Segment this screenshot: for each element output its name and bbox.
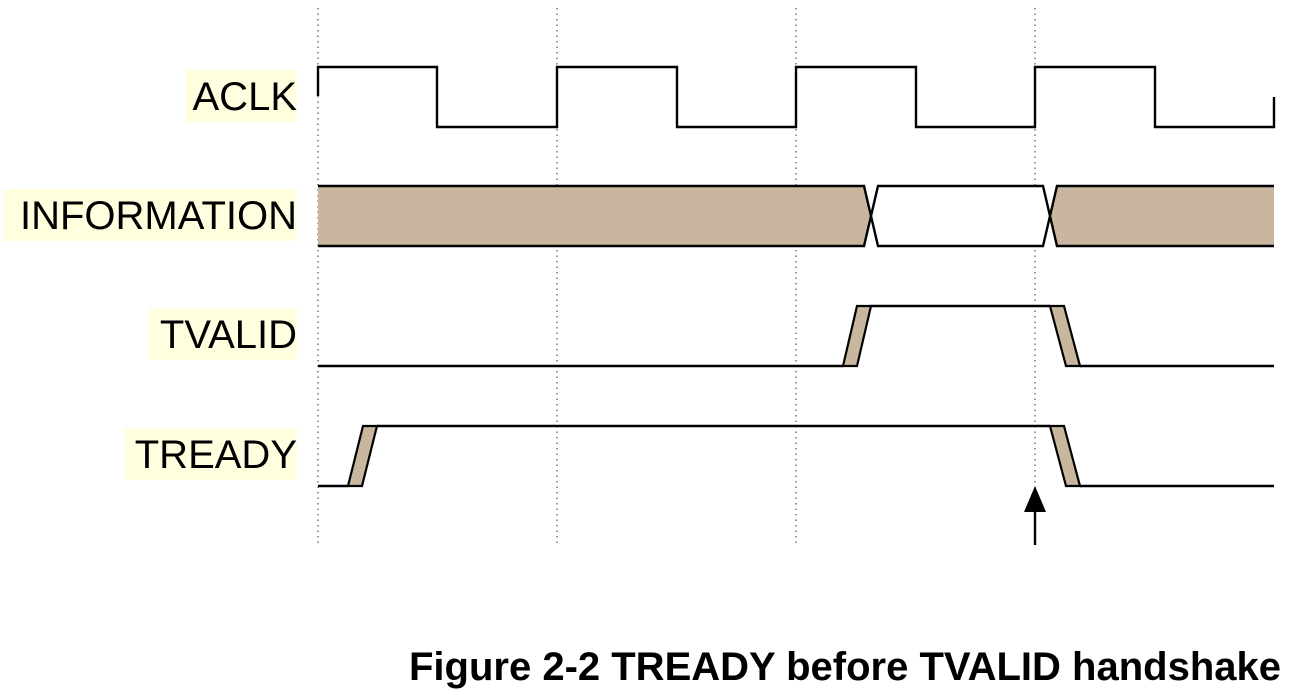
tready-falling-edge [1048,424,1082,488]
tready-rising-edge [346,424,379,488]
information-outline [318,184,1274,248]
information-undefined-region [1050,186,1274,246]
figure-caption: Figure 2-2 TREADY before TVALID handshak… [409,645,1281,689]
signal-label-tready: TREADY [135,433,297,477]
label-information: INFORMATION [3,189,297,241]
tvalid-falling-edge [1048,304,1082,368]
label-aclk: ACLK [186,70,297,122]
information-waveform [318,184,1274,248]
label-tvalid: TVALID [149,308,297,360]
tvalid-waveform [318,304,1274,368]
tvalid-line [318,304,1274,368]
signal-label-aclk: ACLK [193,75,298,119]
tready-waveform [318,424,1274,488]
aclk-waveform [316,65,1276,129]
label-highlight [149,308,297,360]
tvalid-rising-edge [841,304,873,368]
label-tready: TREADY [125,428,297,480]
arrow-head [1024,486,1046,512]
label-highlight [125,428,297,480]
information-valid-region [871,186,1050,246]
up-arrow-icon [1024,486,1046,545]
label-highlight [186,70,297,122]
information-undefined-region [318,186,871,246]
signal-labels: ACLK INFORMATION TVALID TREADY [3,70,297,480]
signal-label-tvalid: TVALID [160,313,297,357]
tready-line [318,424,1274,488]
signal-label-information: INFORMATION [20,194,297,238]
label-highlight [3,189,297,241]
